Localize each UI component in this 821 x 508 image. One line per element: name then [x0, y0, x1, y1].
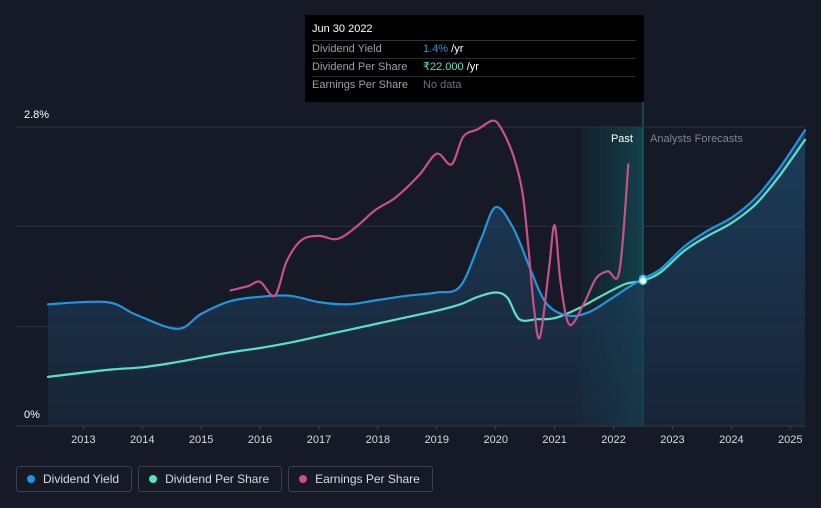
dividend-per-share-line — [46, 138, 807, 378]
x-tick-label: 2016 — [248, 434, 272, 446]
x-tick-label: 2018 — [366, 434, 390, 446]
y-tick-label: 0% — [24, 409, 40, 421]
tooltip-value-number: ₹22.000 — [423, 61, 464, 73]
region-label-past: Past — [611, 133, 633, 145]
legend: Dividend Yield Dividend Per Share Earnin… — [16, 466, 433, 492]
legend-dot-icon — [299, 475, 308, 483]
tooltip-value: ₹22.000 /yr — [423, 59, 479, 76]
tooltip: Jun 30 2022 Dividend Yield 1.4% /yr Divi… — [305, 15, 644, 102]
region-label-forecast: Analysts Forecasts — [650, 133, 743, 145]
tooltip-label: Earnings Per Share — [312, 79, 408, 91]
x-tick-label: 2020 — [483, 434, 507, 446]
tooltip-value-number: 1.4% — [423, 43, 449, 55]
x-tick-label: 2025 — [778, 434, 802, 446]
x-tick-label: 2023 — [660, 434, 684, 446]
tooltip-value-unit: /yr — [448, 43, 464, 55]
tooltip-row-dividend-yield: Dividend Yield 1.4% /yr — [312, 41, 636, 59]
x-tick-label: 2022 — [601, 434, 625, 446]
x-tick-label: 2021 — [542, 434, 566, 446]
tooltip-value-unit: /yr — [463, 61, 479, 73]
legend-item-dividend-yield[interactable]: Dividend Yield — [16, 466, 133, 492]
legend-dot-icon — [149, 475, 158, 483]
tooltip-label: Dividend Yield — [312, 43, 382, 55]
x-tick-label: 2013 — [71, 434, 95, 446]
legend-dot-icon — [27, 475, 35, 483]
tooltip-label: Dividend Per Share — [312, 61, 408, 73]
legend-label: Earnings Per Share — [315, 472, 420, 486]
dividend-yield-area — [48, 130, 805, 426]
tooltip-row-dividend-per-share: Dividend Per Share ₹22.000 /yr — [312, 59, 636, 77]
legend-label: Dividend Yield — [43, 472, 120, 486]
x-tick-label: 2017 — [307, 434, 331, 446]
legend-label: Dividend Per Share — [165, 472, 270, 486]
tooltip-row-earnings-per-share: Earnings Per Share No data — [312, 77, 636, 94]
hover-marker — [638, 276, 648, 286]
x-tick-label: 2014 — [130, 434, 154, 446]
tooltip-value-number: No data — [423, 79, 462, 91]
x-tick-label: 2019 — [425, 434, 449, 446]
tooltip-value: 1.4% /yr — [423, 41, 463, 58]
x-tick-label: 2015 — [189, 434, 213, 446]
legend-item-earnings-per-share[interactable]: Earnings Per Share — [288, 466, 433, 492]
x-tick-label: 2024 — [719, 434, 743, 446]
legend-item-dividend-per-share[interactable]: Dividend Per Share — [138, 466, 283, 492]
tooltip-date: Jun 30 2022 — [312, 23, 636, 41]
dividend-yield-line — [46, 129, 807, 330]
earnings-per-share-line — [229, 119, 630, 340]
y-tick-label: 2.8% — [24, 109, 49, 121]
tooltip-value: No data — [423, 77, 462, 94]
